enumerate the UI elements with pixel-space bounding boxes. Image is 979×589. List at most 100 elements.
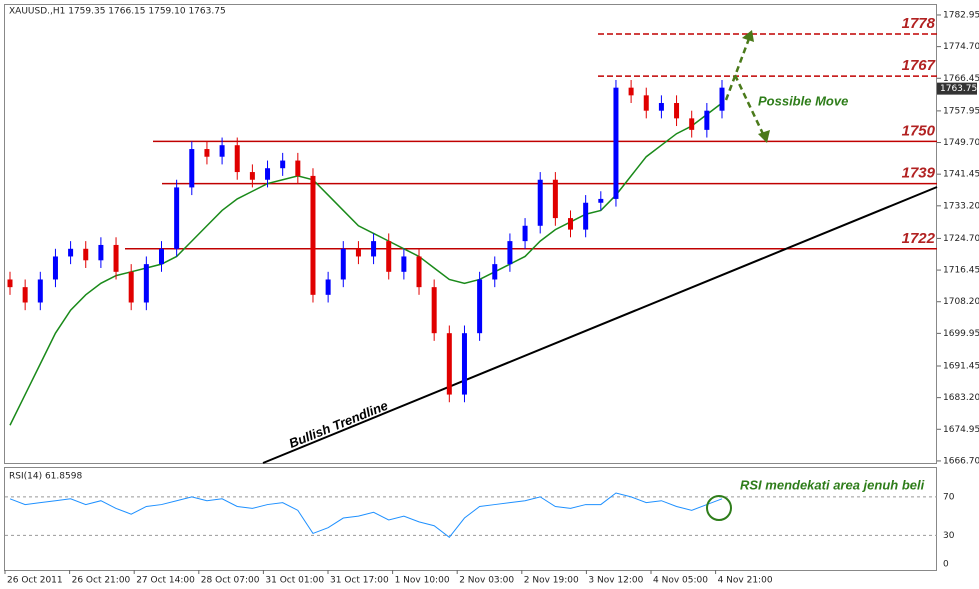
move-label: Possible Move: [758, 93, 848, 108]
y-tick-label: 1691.45: [943, 361, 979, 371]
candle-body: [613, 87, 619, 199]
candle-body: [249, 172, 255, 180]
y-tick-label: 1733.20: [943, 201, 979, 211]
x-tick-label: 2 Nov 03:00: [459, 576, 514, 586]
candle-body: [325, 279, 331, 295]
candle-body: [583, 202, 589, 230]
candle-body: [689, 118, 695, 130]
candle-body: [446, 333, 452, 395]
candle-body: [552, 179, 558, 219]
candle-body: [189, 149, 195, 188]
candle-body: [719, 87, 725, 111]
y-tick-label: 1782.95: [943, 10, 979, 20]
x-tick-label: 26 Oct 21:00: [72, 576, 131, 586]
x-tick-label: 26 Oct 2011: [7, 576, 63, 586]
rsi-tick-label: 30: [943, 531, 955, 541]
x-tick-label: 3 Nov 12:00: [588, 576, 643, 586]
x-tick-label: 31 Oct 01:00: [265, 576, 324, 586]
rsi-tick-label: 0: [943, 560, 949, 570]
candle-body: [113, 244, 119, 272]
x-tick-label: 4 Nov 05:00: [653, 576, 708, 586]
candle-body: [22, 287, 28, 303]
y-tick-label: 1708.20: [943, 297, 979, 307]
candle-body: [431, 287, 437, 334]
candle-body: [371, 241, 377, 257]
candle-body: [310, 175, 316, 295]
candle-body: [658, 103, 664, 111]
x-tick-label: 31 Oct 17:00: [330, 576, 389, 586]
candle-body: [674, 103, 680, 119]
y-tick-label: 1774.70: [943, 42, 979, 52]
moving-average: [9, 102, 723, 426]
level-label: 1739: [902, 165, 936, 182]
x-tick-label: 27 Oct 14:00: [136, 576, 195, 586]
x-tick-label: 4 Nov 21:00: [718, 576, 773, 586]
y-tick-label: 1666.70: [943, 456, 979, 466]
y-tick-label: 1724.70: [943, 234, 979, 244]
y-tick-label: 1699.95: [943, 329, 979, 339]
y-tick-label: 1741.45: [943, 170, 979, 180]
candle-body: [522, 225, 528, 242]
candle-body: [98, 244, 104, 261]
rsi-tick-label: 70: [943, 492, 955, 502]
level-label: 1750: [902, 122, 936, 139]
last-price: 1763.75: [940, 84, 977, 94]
move-arrow: [724, 35, 752, 101]
candle-body: [158, 248, 164, 265]
rsi-highlight: [706, 495, 732, 521]
candle-body: [7, 279, 13, 288]
x-tick-label: 28 Oct 07:00: [201, 576, 260, 586]
candle-body: [401, 256, 407, 272]
candle-body: [174, 187, 180, 249]
candle-body: [83, 248, 89, 261]
move-arrow: [733, 74, 766, 137]
candle-body: [128, 271, 134, 303]
trendline: [262, 186, 938, 464]
candle-body: [461, 333, 467, 395]
candle-body: [568, 218, 574, 230]
candle-body: [68, 248, 74, 257]
candle-body: [52, 256, 58, 280]
candle-body: [295, 160, 301, 176]
x-tick-label: 1 Nov 10:00: [395, 576, 450, 586]
y-tick-label: 1757.95: [943, 106, 979, 116]
candle-body: [386, 241, 392, 272]
move-arrowhead: [758, 130, 770, 143]
candle-body: [537, 179, 543, 226]
level-label: 1722: [902, 230, 936, 247]
rsi-frame: [4, 467, 937, 571]
y-tick-label: 1716.45: [943, 266, 979, 276]
candle-body: [143, 264, 149, 303]
x-tick-label: 2 Nov 19:00: [524, 576, 579, 586]
candle-body: [265, 168, 271, 180]
price-box: [937, 82, 977, 95]
candle-body: [704, 110, 710, 130]
candle-body: [598, 198, 604, 203]
candle-body: [477, 279, 483, 334]
candle-body: [507, 241, 513, 265]
candle-body: [280, 160, 286, 169]
level-label: 1767: [902, 57, 936, 74]
y-tick-label: 1749.70: [943, 138, 979, 148]
rsi-label: RSI(14) 61.8598: [9, 472, 82, 482]
y-tick-label: 1674.95: [943, 425, 979, 435]
rsi-note: RSI mendekati area jenuh beli: [740, 477, 925, 492]
candle-body: [204, 149, 210, 157]
y-tick-label: 1766.45: [943, 74, 979, 84]
candle-body: [628, 87, 634, 96]
candle-body: [355, 248, 361, 257]
main-frame: [4, 4, 937, 464]
candle-body: [234, 145, 240, 173]
move-arrowhead: [742, 30, 754, 42]
candle-body: [643, 95, 649, 111]
y-tick-label: 1683.20: [943, 393, 979, 403]
chart-title: XAUUSD.,H1 1759.35 1766.15 1759.10 1763.…: [9, 7, 226, 17]
rsi-line: [9, 492, 723, 538]
candle-body: [416, 256, 422, 288]
candle-body: [219, 145, 225, 157]
candle-body: [340, 248, 346, 280]
level-label: 1778: [902, 15, 936, 32]
candle-body: [492, 264, 498, 280]
